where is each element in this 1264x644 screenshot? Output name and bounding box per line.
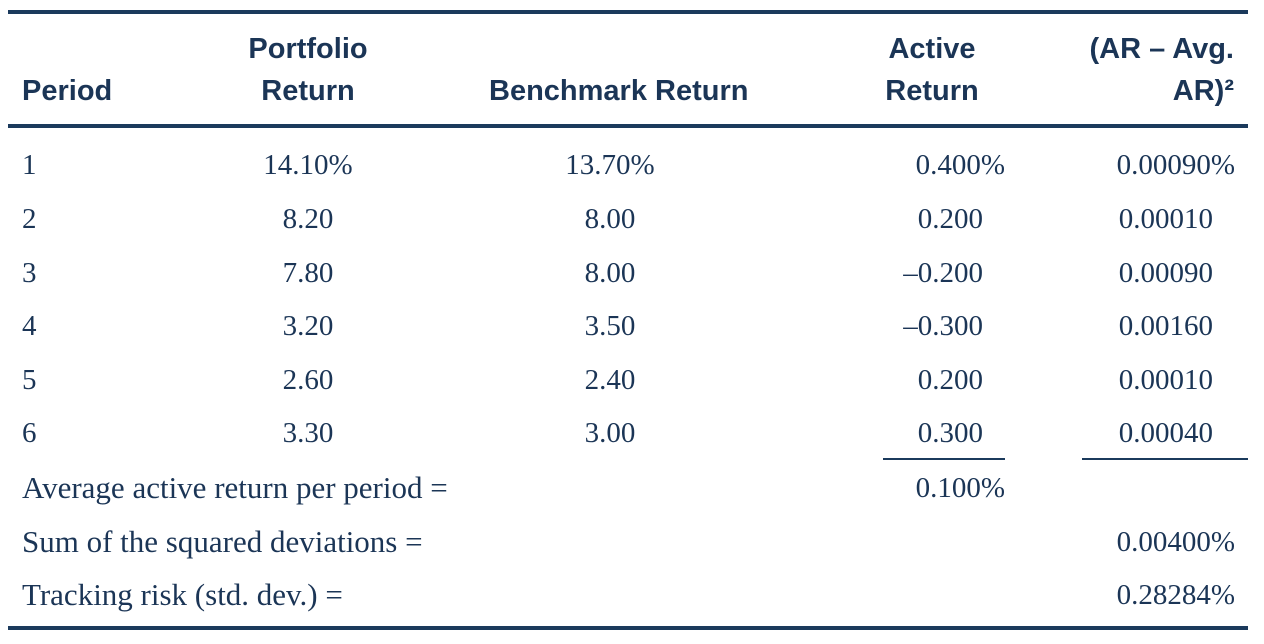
- deviation-total-rule: [1082, 458, 1248, 460]
- header-rule: [8, 124, 1248, 128]
- table-bottom-rule: [8, 626, 1248, 630]
- header-active-line2: Return: [885, 75, 979, 107]
- header-dev-line2: AR)²: [1172, 75, 1234, 107]
- sum-squared-deviations-label: Sum of the squared deviations =: [22, 524, 423, 559]
- cell-period: 4: [22, 310, 37, 342]
- cell-period: 6: [22, 417, 37, 449]
- cell-deviation: 0.00040: [1118, 417, 1213, 449]
- cell-benchmark: 8.00: [584, 203, 636, 235]
- cell-deviation: 0.00010: [1118, 203, 1213, 235]
- cell-active: 0.400%: [915, 149, 1005, 181]
- header-period: Period: [22, 70, 112, 112]
- cell-period: 2: [22, 203, 37, 235]
- cell-portfolio: 7.80: [282, 257, 334, 289]
- cell-active: –0.300: [903, 310, 983, 342]
- cell-deviation: 0.00160: [1118, 310, 1213, 342]
- header-dev-line1: (AR – Avg.: [1089, 33, 1234, 65]
- header-benchmark-text: Benchmark Return: [489, 75, 749, 107]
- cell-active: 0.200: [917, 203, 983, 235]
- header-benchmark-return: Benchmark Return: [489, 70, 748, 112]
- table-top-rule: [8, 10, 1248, 14]
- cell-active: 0.200: [917, 364, 983, 396]
- cell-deviation: 0.00090: [1118, 257, 1213, 289]
- cell-benchmark: 13.70%: [565, 149, 655, 181]
- cell-benchmark: 3.00: [584, 417, 636, 449]
- tracking-risk-value: 0.28284%: [1116, 579, 1235, 611]
- cell-period: 5: [22, 364, 37, 396]
- cell-deviation: 0.00090%: [1116, 149, 1235, 181]
- header-active-line1: Active: [888, 33, 976, 65]
- cell-period: 3: [22, 257, 37, 289]
- average-active-return-label: Average active return per period =: [22, 470, 448, 505]
- cell-period: 1: [22, 149, 37, 181]
- header-portfolio-line2: Return: [261, 75, 355, 107]
- cell-active: 0.300: [917, 417, 983, 449]
- cell-benchmark: 3.50: [584, 310, 636, 342]
- cell-portfolio: 3.30: [282, 417, 334, 449]
- header-squared-deviation: (AR – Avg. AR)²: [1064, 28, 1234, 112]
- tracking-risk-label: Tracking risk (std. dev.) =: [22, 577, 343, 612]
- header-portfolio-line1: Portfolio: [248, 33, 368, 65]
- header-portfolio-return: Portfolio Return: [228, 28, 388, 112]
- average-active-return-value: 0.100%: [915, 472, 1005, 504]
- cell-benchmark: 2.40: [584, 364, 636, 396]
- sum-squared-deviations-value: 0.00400%: [1116, 526, 1235, 558]
- cell-benchmark: 8.00: [584, 257, 636, 289]
- cell-portfolio: 14.10%: [263, 149, 353, 181]
- header-period-text: Period: [22, 75, 113, 107]
- cell-active: –0.200: [903, 257, 983, 289]
- header-active-return: Active Return: [872, 28, 992, 112]
- cell-deviation: 0.00010: [1118, 364, 1213, 396]
- cell-portfolio: 8.20: [282, 203, 334, 235]
- cell-portfolio: 3.20: [282, 310, 334, 342]
- active-return-total-rule: [883, 458, 1005, 460]
- cell-portfolio: 2.60: [282, 364, 334, 396]
